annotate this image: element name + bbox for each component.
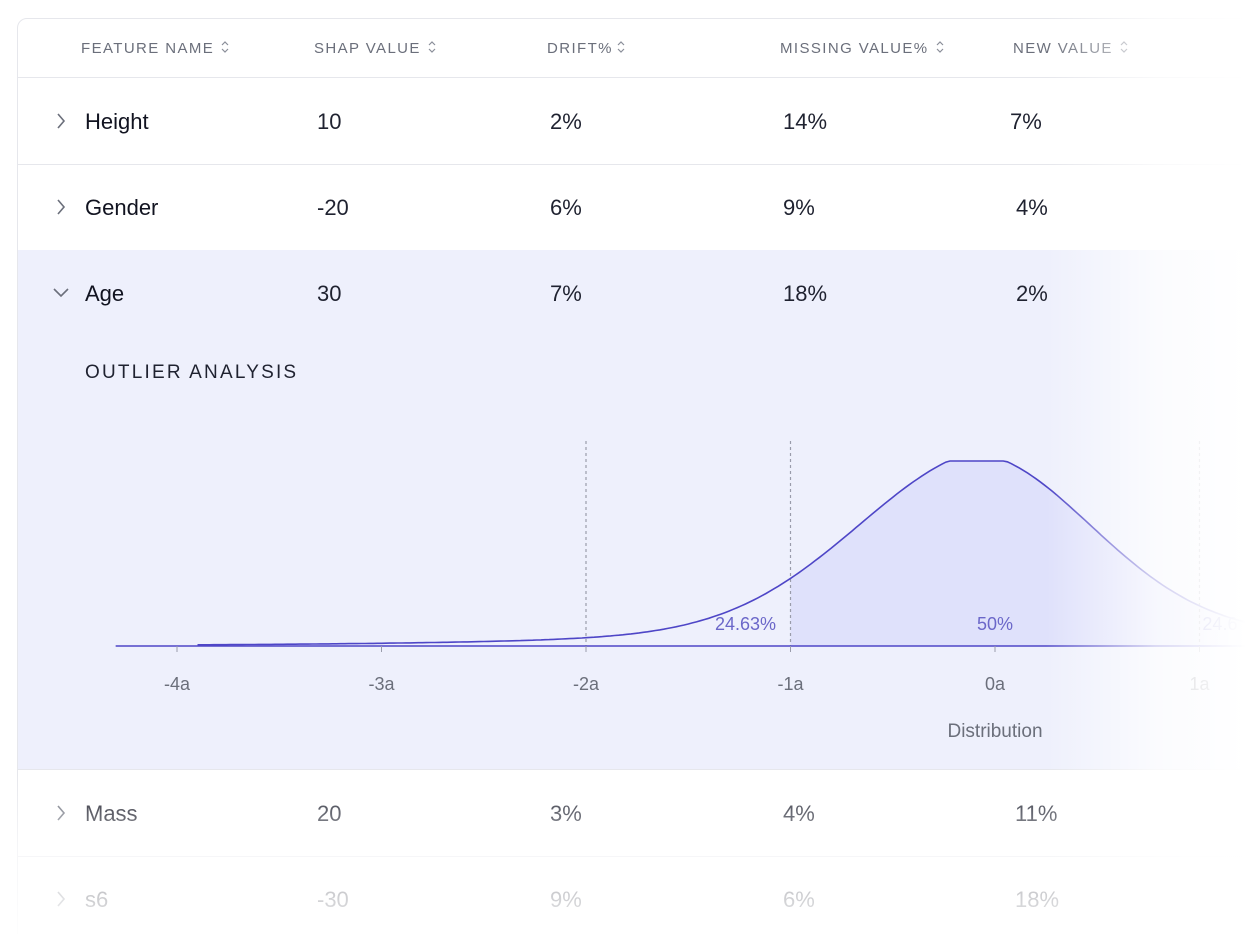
column-header-shap-value[interactable]: SHAP VALUE [314,19,437,77]
table-row[interactable]: Height 10 2% 14% 7% [18,78,1246,165]
sort-icon [936,41,943,53]
x-tick-label: -1a [777,674,804,694]
feature-name: Gender [85,195,159,220]
x-axis-label: Distribution [947,721,1042,742]
distribution-chart: -4a -3a -2a -1a 0a 1a 24.63% 50% 24.6 Distributio… [115,441,1246,742]
table-row[interactable]: Gender -20 6% 9% 4% [18,164,1246,251]
outlier-analysis-title: OUTLIER ANALYSIS [85,362,299,383]
new-value: 2% [1016,281,1048,306]
feature-name: Age [85,281,125,306]
column-header-feature-name[interactable]: FEATURE NAME [81,19,230,77]
new-value: 11% [1015,801,1058,826]
central-region-fill [790,461,1246,646]
chevron-right-icon[interactable] [53,770,69,856]
column-header-label: SHAP VALUE [314,40,421,57]
shap-value: 10 [317,109,342,134]
chevron-down-icon[interactable] [53,250,69,336]
x-tick-label: -3a [368,674,395,694]
region-percent-label: 50% [977,614,1013,634]
missing-value: 18% [783,281,828,306]
x-tick-label: 0a [985,674,1006,694]
x-tick-label: 1a [1189,674,1210,694]
chevron-right-icon[interactable] [53,78,69,164]
column-header-label: MISSING VALUE% [780,40,929,57]
missing-value: 6% [783,887,815,912]
sort-icon [428,41,436,53]
sort-icon [1120,41,1128,53]
column-header-drift[interactable]: DRIFT% [547,19,626,77]
feature-name: Mass [85,801,138,826]
column-header-label: DRIFT% [547,40,613,57]
column-header-label: NEW VALUE [1013,40,1113,57]
missing-value: 14% [783,109,828,134]
table-header: FEATURE NAME SHAP VALUE DRIFT% MISSING V… [18,19,1246,78]
shap-value: -30 [317,887,349,912]
region-percent-label: 24.63% [715,614,776,634]
new-value: 4% [1016,195,1048,220]
shap-value: 30 [317,281,342,306]
chevron-right-icon[interactable] [53,856,69,934]
table-row[interactable]: s6 -30 9% 6% 18% [18,856,1246,934]
sort-icon [617,41,625,53]
x-tick-label: -4a [164,674,191,694]
x-tick-label: -2a [573,674,600,694]
column-header-new-value[interactable]: NEW VALUE [1013,19,1129,77]
new-value: 7% [1010,109,1042,134]
column-header-label: FEATURE NAME [81,40,215,57]
missing-value: 9% [783,195,815,220]
drift-value: 2% [550,109,582,134]
missing-value: 4% [783,801,815,826]
drift-value: 9% [550,887,582,912]
drift-value: 3% [550,801,582,826]
column-header-missing-value[interactable]: MISSING VALUE% [780,19,945,77]
sort-icon [221,41,229,53]
feature-name: Height [85,109,149,134]
region-percent-label: 24.6 [1202,614,1237,634]
feature-table-card: FEATURE NAME SHAP VALUE DRIFT% MISSING V… [17,18,1246,934]
new-value: 18% [1015,887,1060,912]
shap-value: 20 [317,801,342,826]
table-row[interactable]: Mass 20 3% 4% 11% [18,770,1246,857]
expanded-row-age: Age 30 7% 18% 2% OUTLIER ANALYSIS -4a -3a… [18,250,1246,770]
shap-value: -20 [317,195,349,220]
drift-value: 7% [550,281,582,306]
drift-value: 6% [550,195,582,220]
feature-name: s6 [85,887,109,912]
chevron-right-icon[interactable] [53,164,69,250]
